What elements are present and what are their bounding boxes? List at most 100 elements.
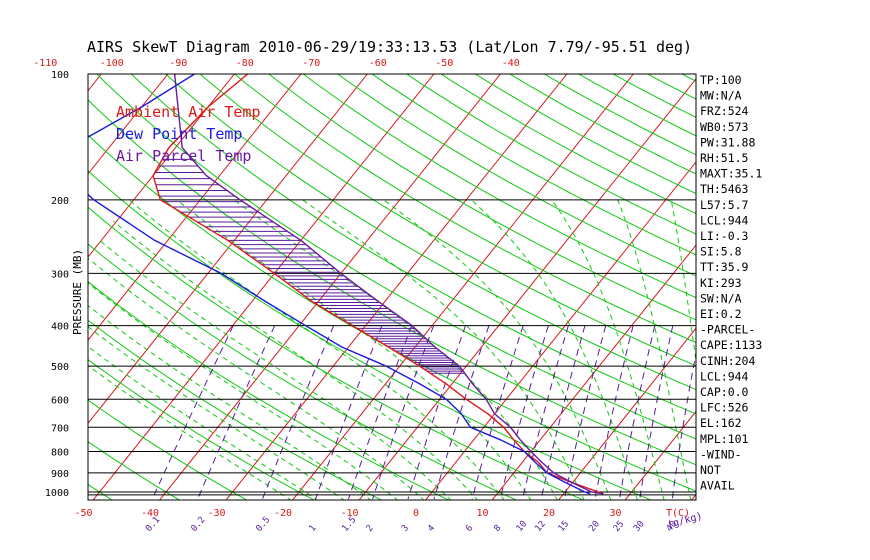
top-temp-tick-label: -40 [502,58,520,69]
bottom-temp-tick-label: 30 [609,508,621,519]
index-value: EI:0.2 [700,307,742,321]
pressure-tick-label: 100 [51,70,69,81]
mixing-ratio-line [347,325,413,500]
mixing-ratio-line [563,325,607,500]
pressure-tick-label: 200 [51,196,69,207]
pressure-tick-label: 400 [51,322,69,333]
index-value: WB0:573 [700,120,749,134]
isotherm-line [757,74,870,501]
moist-adiabat-line [88,257,425,500]
pressure-tick-label: 500 [51,362,69,373]
isotherm-line [557,327,696,500]
index-value: CAP:0.0 [700,385,749,399]
dry-adiabat-line [88,441,181,500]
moist-adiabat-line [551,199,665,500]
plot-frame [87,73,697,501]
dry-adiabat-line [0,55,46,501]
legend-entry: Ambient Air Temp [116,103,261,121]
dry-adiabat-line [336,74,696,277]
isotherm-line [88,74,169,175]
top-temp-tick-label: -90 [169,58,187,69]
pressure-tick-label: 900 [51,469,69,480]
mixing-ratio-line [372,325,435,500]
isotherm-line [225,74,568,500]
index-value: EL:162 [700,416,742,430]
index-value: FRZ:524 [700,104,749,118]
dry-adiabat-line [88,399,248,500]
index-value: SI:5.8 [700,245,742,259]
index-value: PW:31.88 [700,135,755,149]
mixing-ratio-line [639,325,674,500]
index-value: NOT [700,463,721,477]
mixing-ratio-line [315,325,383,500]
mixing-ratio-line [619,325,656,500]
pressure-tick-label: 1000 [45,488,69,499]
moist-adiabat-line [470,199,638,500]
isotherm-line [424,161,696,500]
moist-adiabat-line [88,364,292,500]
dry-adiabat-line [681,74,696,82]
pressure-tick-label: 700 [51,423,69,434]
bottom-temp-tick-label: 0 [413,508,419,519]
dry-adiabat-line [96,74,696,440]
index-value: -PARCEL- [700,323,755,337]
index-value: MAXT:35.1 [700,167,762,181]
index-value: MPL:101 [700,432,749,446]
mixing-ratio-line [433,325,490,500]
mixing-ratio-label: 3 [400,523,411,534]
dry-adiabat-line [88,134,696,492]
mixing-ratio-label: 0.2 [190,515,208,534]
legend-entry: Air Parcel Temp [116,147,251,165]
y-axis-label: PRESSURE (MB) [71,249,84,335]
dry-adiabat-line [88,319,383,500]
index-value: AVAIL [700,479,735,493]
top-temp-tick-label: -110 [33,58,57,69]
bottom-temp-tick-label: -40 [141,508,159,519]
isotherm-line [0,74,35,501]
index-value: TP:100 [700,73,742,87]
index-value: SW:N/A [700,291,742,305]
moist-adiabat-line [176,199,532,500]
moist-adiabat-line [88,326,345,500]
dew-point-line [88,74,591,495]
bottom-temp-tick-label: -10 [340,508,358,519]
mixing-ratio-line [407,325,466,500]
dry-adiabat-line [88,243,518,500]
isotherm-line [491,244,696,500]
top-temp-tick-label: -70 [302,58,320,69]
moist-adiabat-line [617,199,692,500]
dry-adiabat-line [88,359,315,500]
top-temp-tick-label: -50 [435,58,453,69]
index-value: -WIND- [700,447,742,461]
moist-adiabat-line [302,199,585,500]
mixing-ratio-line [522,325,569,500]
moist-adiabat-line [88,345,319,500]
index-value: L57:5.7 [700,198,749,212]
index-value: CINH:204 [700,354,755,368]
isotherm-line [158,74,501,500]
bottom-temp-tick-label: -50 [74,508,92,519]
dry-adiabat-line [543,74,696,156]
pressure-tick-label: 600 [51,395,69,406]
isotherm-line [92,74,435,500]
index-value: LCL:944 [700,213,749,227]
mixing-ratio-label: 12 [533,519,548,534]
moist-adiabat-line [88,282,398,500]
mixing-ratio-label: 8 [492,523,503,534]
isotherm-line [88,74,102,92]
isotherm-line [88,74,235,258]
mixing-ratio-label: 4 [426,523,437,534]
index-value: RH:51.5 [700,151,748,165]
mixing-ratio-label: 15 [557,519,572,534]
dry-adiabat-line [371,74,696,256]
bottom-temp-tick-label: -20 [274,508,292,519]
mixing-ratio-line [594,325,634,500]
moist-adiabat-line [383,199,612,500]
mixing-ratio-line [471,325,524,500]
dry-adiabat-line [302,74,696,299]
pressure-tick-label: 800 [51,447,69,458]
ambient-temp-line [152,74,604,495]
dry-adiabat-line [88,206,585,500]
mixing-ratio-line [499,325,549,500]
